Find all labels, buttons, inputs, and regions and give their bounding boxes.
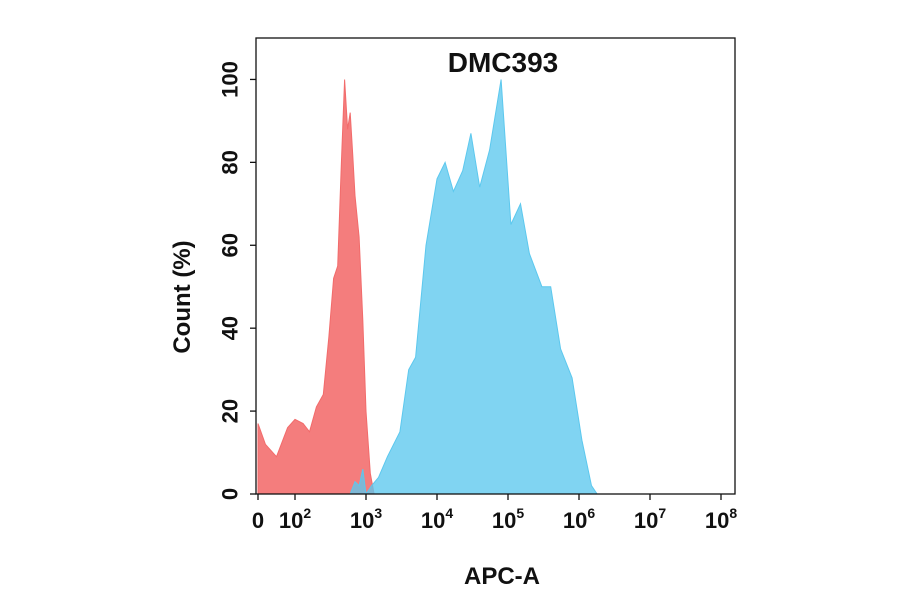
y-tick-label: 60 (218, 233, 243, 257)
x-axis: 0 102 103 104 105 106 107 108 (252, 494, 737, 533)
histogram-series-2 (258, 79, 599, 496)
x-axis-title: APC-A (464, 563, 540, 590)
histogram-series-1 (257, 79, 375, 495)
y-tick-label: 100 (218, 61, 243, 98)
x-tick-label: 106 (563, 505, 595, 533)
histogram-areas (257, 79, 599, 496)
x-tick-label: 0 (252, 508, 264, 533)
x-tick-label: 105 (492, 505, 524, 533)
y-axis: 0 20 40 60 80 100 (218, 61, 256, 500)
x-tick-label: 102 (279, 505, 311, 533)
y-tick-label: 20 (218, 399, 243, 423)
y-tick-label: 40 (218, 316, 243, 340)
x-tick-label: 107 (634, 505, 666, 533)
x-tick-label: 103 (350, 505, 382, 533)
y-tick-label: 80 (218, 150, 243, 174)
plot-frame (255, 37, 736, 495)
x-tick-label: 108 (705, 505, 737, 533)
chart-title: DMC393 (448, 47, 558, 78)
y-tick-label: 0 (218, 488, 243, 500)
x-tick-label: 104 (421, 505, 453, 533)
y-axis-title: Count (%) (169, 240, 196, 353)
